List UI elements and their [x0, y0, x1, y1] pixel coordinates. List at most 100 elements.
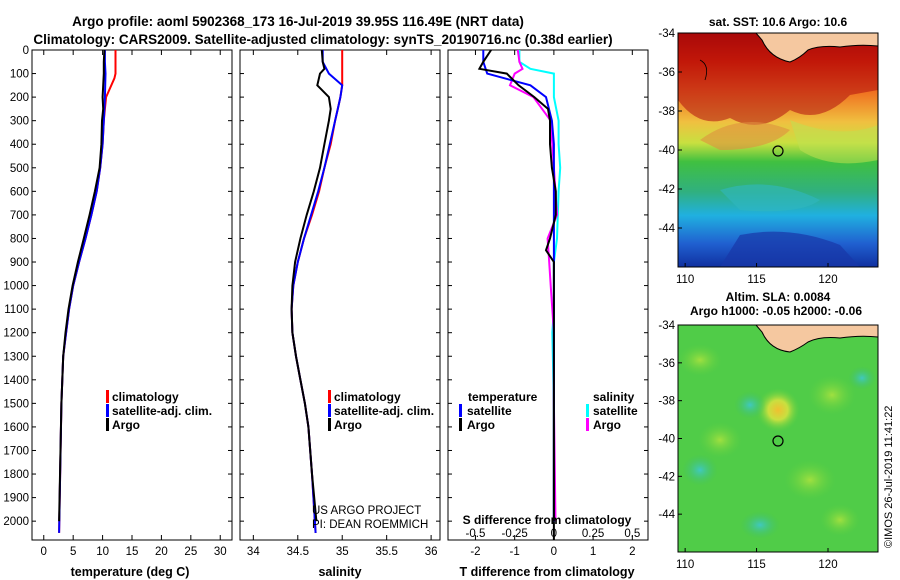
s-tick-label: -0.25 [502, 528, 528, 540]
y-tick-label: 1300 [3, 351, 29, 363]
imos-watermark: ©IMOS 26-Jul-2019 11:41:22 [883, 406, 895, 548]
y-tick-label: 1700 [3, 445, 29, 457]
map-y-tick-label: -36 [658, 67, 675, 79]
y-tick-label: 0 [23, 45, 29, 57]
australia-landmass [755, 33, 878, 63]
map-y-tick-label: -40 [658, 145, 675, 157]
temperature-profiles [58, 49, 117, 533]
y-tick-label: 600 [10, 186, 29, 198]
y-tick-label: 2000 [3, 516, 29, 528]
map-y-tick-label: -44 [658, 223, 675, 235]
legend-swatch-t-satellite [459, 404, 462, 417]
map-x-tick-label: 110 [676, 559, 694, 571]
map-y-tick-label: -40 [658, 434, 675, 446]
x-tick-label: 20 [155, 546, 168, 558]
x-tick-label: 1 [590, 546, 596, 558]
legend-s-argo: Argo [593, 418, 621, 432]
y-tick-label: 200 [10, 92, 29, 104]
credit-line2: PI: DEAN ROEMMICH [312, 519, 428, 531]
map-y-tick-label: -38 [658, 396, 675, 408]
sst-map-axes: 110 115 120 -34 -36 -38 -40 -42 -44 [658, 28, 837, 286]
map-y-tick-label: -42 [658, 471, 675, 483]
x-tick-label: 25 [184, 546, 197, 558]
temperature-axis: 0 5 10 15 20 25 30 [41, 50, 227, 558]
y-tick-label: 1900 [3, 493, 29, 505]
x-tick-label: 5 [70, 546, 76, 558]
map-x-tick-label: 115 [747, 559, 765, 571]
y-tick-label: 400 [10, 139, 29, 151]
argo-float-marker [772, 435, 784, 447]
x-tick-label: 2 [629, 546, 635, 558]
x-tick-label: 30 [214, 546, 227, 558]
x-tick-label: -2 [470, 546, 480, 558]
legend-climatology: climatology [334, 390, 401, 404]
sst-map: sat. SST: 10.6 Argo: 10.6 110 115 120 -34 -3… [658, 15, 879, 286]
x-tick-label: 10 [96, 546, 109, 558]
y-tick-label: 1600 [3, 422, 29, 434]
sla-map-title: Altim. SLA: 0.0084 [726, 290, 831, 304]
y-tick-label: 100 [10, 69, 29, 81]
legend-swatch-argo [328, 418, 331, 431]
temperature-xlabel: temperature (deg C) [71, 565, 190, 579]
difference-legend: temperature satellite Argo salinity sate… [459, 390, 638, 432]
map-y-tick-label: -36 [658, 358, 675, 370]
legend-argo: Argo [334, 418, 362, 432]
title-line1: Argo profile: aoml 5902368_173 16-Jul-20… [72, 14, 524, 29]
y-tick-label: 1500 [3, 398, 29, 410]
legend-satellite: satellite-adj. clim. [112, 404, 212, 418]
salinity-plot-frame [239, 49, 441, 541]
difference-plot-frame [447, 49, 649, 541]
legend-s-satellite: satellite [593, 404, 638, 418]
legend-satellite: satellite-adj. clim. [334, 404, 434, 418]
depth-axis: 0 100 200 300 400 500 600 700 800 900 1000 1100 1200… [3, 45, 232, 528]
legend-t-satellite: satellite [467, 404, 512, 418]
legend-climatology: climatology [112, 390, 179, 404]
legend-swatch-satellite [106, 404, 109, 417]
legend-swatch-argo [106, 418, 109, 431]
y-tick-label: 1000 [3, 281, 29, 293]
map-x-tick-label: 110 [676, 274, 694, 286]
x-tick-label: 35 [336, 546, 349, 558]
s-tick-label: -0.5 [466, 528, 486, 540]
s-tick-label: 0.25 [582, 528, 604, 540]
y-tick-label: 300 [10, 116, 29, 128]
s-tick-label: 0.5 [624, 528, 640, 540]
s-tick-label: 0 [551, 528, 557, 540]
map-x-tick-label: 120 [818, 559, 837, 571]
sla-field [678, 325, 878, 552]
legend-swatch-s-argo [586, 418, 589, 431]
salinity-panel: 34 34.5 35 35.5 36 salinity climatology sate… [239, 49, 441, 579]
credit-line1: US ARGO PROJECT [312, 505, 421, 517]
difference-panel: -2 -1 0 1 2 T difference from climatology S … [447, 49, 649, 579]
legend-swatch-climatology [106, 390, 109, 403]
temperature-argo-line [58, 49, 106, 522]
y-tick-label: 1400 [3, 375, 29, 387]
map-x-tick-label: 115 [747, 274, 765, 286]
legend-swatch-s-satellite [586, 404, 589, 417]
legend-temperature-title: temperature [468, 390, 538, 404]
salinity-depth-ticks [240, 49, 440, 522]
title-line2: Climatology: CARS2009. Satellite-adjuste… [33, 32, 612, 47]
difference-depth-ticks [448, 49, 648, 522]
y-tick-label: 800 [10, 233, 29, 245]
argo-float-marker [772, 145, 784, 157]
y-tick-label: 500 [10, 163, 29, 175]
map-y-tick-label: -34 [658, 28, 675, 40]
temperature-plot-frame [31, 49, 233, 541]
y-tick-label: 1800 [3, 469, 29, 481]
y-tick-label: 1200 [3, 328, 29, 340]
x-tick-label: 36 [425, 546, 438, 558]
temperature-panel: 0100200300400500600700800900100011001200… [3, 45, 233, 579]
salinity-profiles [290, 49, 344, 533]
map-y-tick-label: -44 [658, 509, 675, 521]
t-difference-argo-line [477, 49, 557, 522]
map-y-tick-label: -34 [658, 320, 675, 332]
sla-map-axes: 110 115 120 -34 -36 -38 -40 -42 -44 [658, 320, 837, 571]
legend-argo: Argo [112, 418, 140, 432]
legend-swatch-t-argo [459, 418, 462, 431]
x-tick-label: 34 [247, 546, 260, 558]
y-tick-label: 700 [10, 210, 29, 222]
x-tick-label: 34.5 [287, 546, 309, 558]
s-difference-xlabel: S difference from climatology [463, 513, 632, 527]
